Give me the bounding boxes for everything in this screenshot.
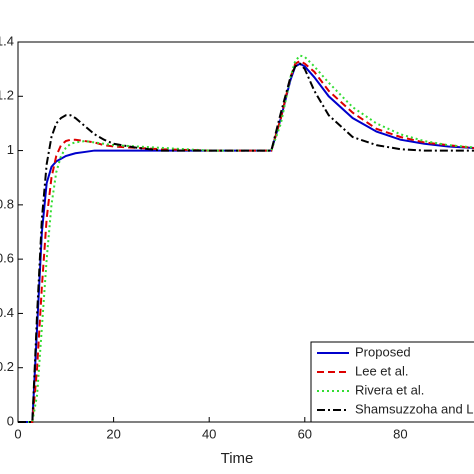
- y-tick-label: 1.4: [0, 33, 14, 48]
- y-tick-label: 0.2: [0, 359, 14, 374]
- line-series: [18, 59, 474, 423]
- x-tick-label: 80: [393, 426, 407, 441]
- y-tick-label: 0: [7, 413, 14, 428]
- x-tick-label: 40: [202, 426, 216, 441]
- legend-label: Shamsuzzoha and L: [355, 401, 474, 416]
- x-tick-label: 60: [298, 426, 312, 441]
- y-tick-label: 0.8: [0, 196, 14, 211]
- x-tick-label: 0: [14, 426, 21, 441]
- x-tick-label: 20: [106, 426, 120, 441]
- legend-label: Proposed: [355, 344, 411, 359]
- y-tick-label: 1.2: [0, 88, 14, 103]
- legend-box: [310, 341, 474, 423]
- y-tick-label: 0.4: [0, 305, 14, 320]
- y-tick-label: 1: [7, 142, 14, 157]
- line-series: [18, 62, 474, 423]
- legend-label: Lee et al.: [355, 363, 409, 378]
- legend-label: Rivera et al.: [355, 382, 424, 397]
- plot-frame: [17, 41, 474, 423]
- y-tick-label: 0.6: [0, 251, 14, 266]
- x-axis-label: Time: [221, 450, 254, 467]
